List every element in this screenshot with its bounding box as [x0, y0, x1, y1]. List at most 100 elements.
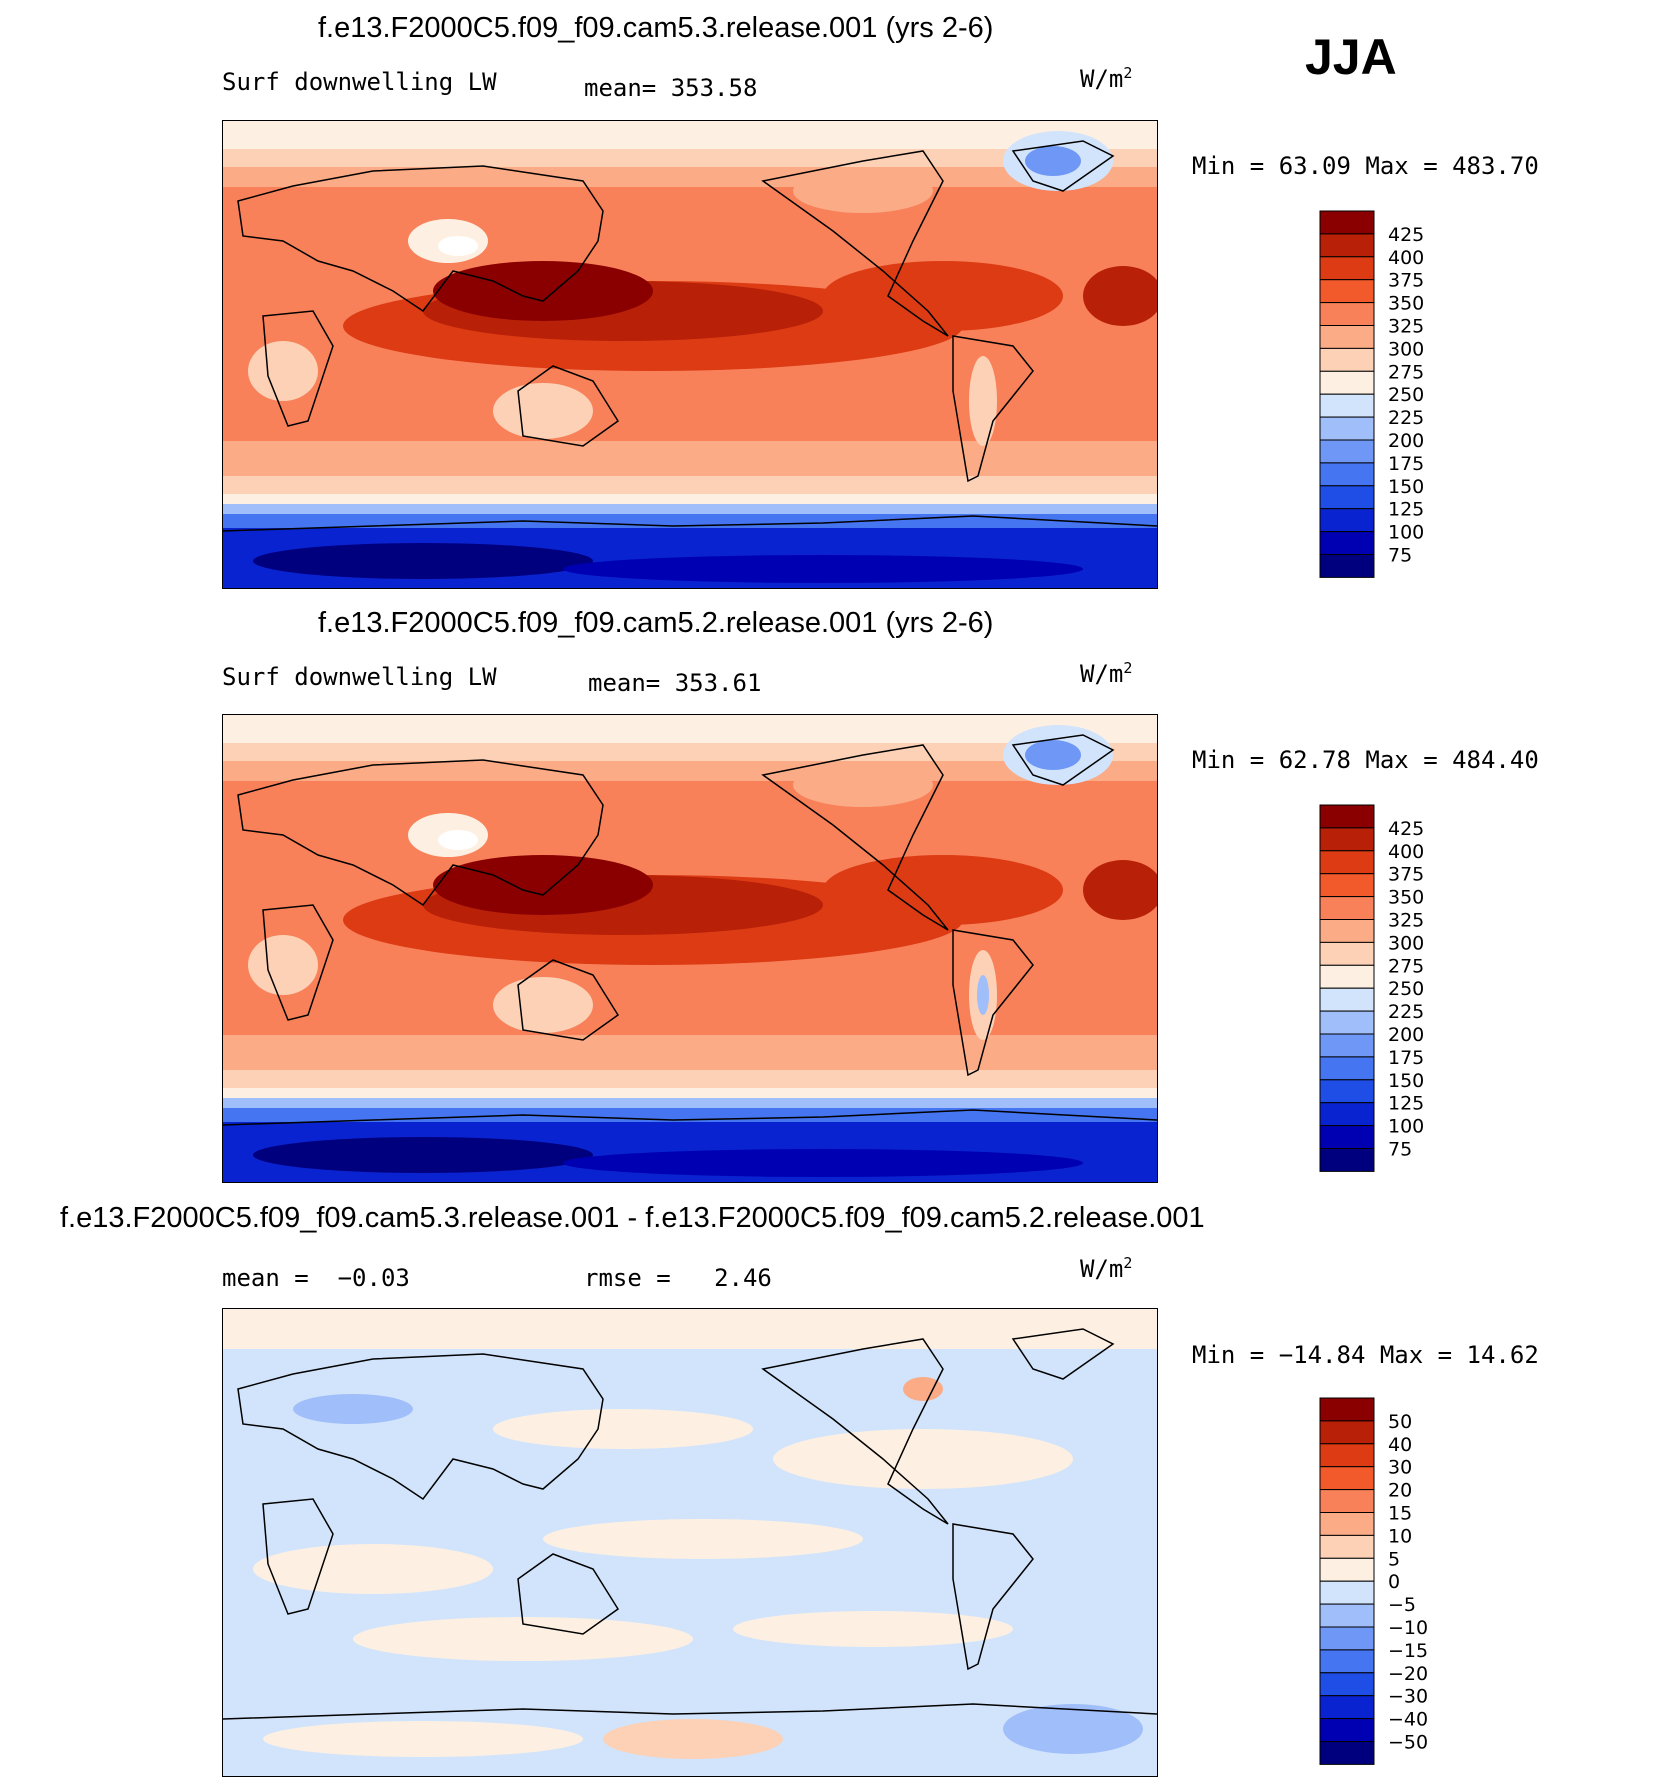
panel3-colorbar: 50 40 30 20 15 10 5 0 −5 −10 −15 −20 −30 −40 −50	[1319, 1397, 1480, 1768]
panel3-colorbar-swatch	[1319, 1512, 1375, 1536]
panel2-colorbar: 425 400 375 350 325 300 275 250 225 200 175 150 125 1…	[1319, 804, 1480, 1175]
panel2-colorbar-label: 100	[1388, 1116, 1424, 1138]
panel3-rmse: rmse = 2.46	[584, 1264, 772, 1292]
panel1-colorbar-label: 275	[1388, 361, 1424, 383]
panel3-colorbar-label: 20	[1388, 1480, 1412, 1502]
panel3-mean: mean = −0.03	[222, 1264, 410, 1292]
panel1-colorbar-label: 75	[1388, 545, 1412, 567]
panel3-colorbar-label: −30	[1388, 1686, 1428, 1708]
panel2-colorbar-label: 350	[1388, 887, 1424, 909]
panel2-colorbar-swatch	[1319, 1010, 1375, 1035]
panel2-colorbar-label: 375	[1388, 864, 1424, 886]
panel3-colorbar-swatch	[1319, 1534, 1375, 1559]
panel1-colorbar-swatch	[1319, 554, 1375, 578]
panel3-colorbar-swatch	[1319, 1649, 1375, 1674]
panel1-units-base: W/m	[1080, 65, 1124, 93]
panel1-colorbar-swatch	[1319, 531, 1375, 556]
panel2-colorbar-swatch	[1319, 1056, 1375, 1081]
panel3-minmax: Min = −14.84 Max = 14.62	[1192, 1341, 1539, 1369]
panel1-colorbar-swatch	[1319, 416, 1375, 441]
panel3-colorbar-label: −50	[1388, 1732, 1428, 1754]
panel3-colorbar-label: 0	[1388, 1571, 1400, 1593]
panel1-colorbar-label: 150	[1388, 476, 1424, 498]
panel2-colorbar-swatch	[1319, 873, 1375, 898]
panel1-title: f.e13.F2000C5.f09_f09.cam5.3.release.001…	[318, 12, 994, 44]
panel1-colorbar-label: 250	[1388, 384, 1424, 406]
panel1-colorbar-label: 300	[1388, 338, 1424, 360]
panel2-colorbar-label: 275	[1388, 955, 1424, 977]
panel3-colorbar-label: 10	[1388, 1525, 1412, 1547]
panel2-colorbar-label: 175	[1388, 1047, 1424, 1069]
panel1-colorbar-label: 375	[1388, 270, 1424, 292]
panel3-colorbar-swatch	[1319, 1580, 1375, 1605]
panel3-colorbar-swatch	[1319, 1718, 1375, 1743]
panel2-mean-label: mean=	[588, 669, 661, 697]
panel2-colorbar-label: 150	[1388, 1070, 1424, 1092]
panel2-colorbar-swatch	[1319, 987, 1375, 1012]
panel3-units-base: W/m	[1080, 1255, 1124, 1283]
panel2-mean: mean= 353.61	[588, 669, 761, 697]
panel3-colorbar-swatch	[1319, 1420, 1375, 1445]
panel1-colorbar-label: 400	[1388, 247, 1424, 269]
panel1-colorbar-swatch	[1319, 508, 1375, 533]
panel2-colorbar-label: 200	[1388, 1024, 1424, 1046]
panel3-colorbar-label: −20	[1388, 1663, 1428, 1685]
panel1-colorbar-swatch	[1319, 210, 1375, 235]
panel3-colorbar-swatch	[1319, 1672, 1375, 1697]
panel2-colorbar-swatch	[1319, 1033, 1375, 1058]
panel3-rmse-value: 2.46	[714, 1264, 772, 1292]
panel3-colorbar-label: 50	[1388, 1411, 1412, 1433]
panel1-colorbar-label: 175	[1388, 453, 1424, 475]
panel2-title: f.e13.F2000C5.f09_f09.cam5.2.release.001…	[318, 607, 994, 639]
panel1-colorbar-swatch	[1319, 279, 1375, 304]
panel3-colorbar-swatch	[1319, 1695, 1375, 1720]
panel3-colorbar-swatch	[1319, 1626, 1375, 1651]
panel1-colorbar-swatch	[1319, 347, 1375, 372]
panel2-colorbar-svg: 4254003753503253002752502252001751501251…	[1319, 804, 1424, 1172]
panel3-mean-value: −0.03	[337, 1264, 410, 1292]
panel1-colorbar-label: 325	[1388, 316, 1424, 338]
panel1-units-exp: 2	[1123, 64, 1133, 82]
panel1-colorbar-swatch	[1319, 439, 1375, 464]
panel3-colorbar-swatch	[1319, 1603, 1375, 1628]
panel3-colorbar-label: −15	[1388, 1640, 1428, 1662]
panel1-variable-label: Surf downwelling LW	[222, 68, 497, 96]
panel1-colorbar-swatch	[1319, 370, 1375, 395]
panel2-colorbar-swatch	[1319, 896, 1375, 920]
panel1-colorbar-swatch	[1319, 233, 1375, 258]
panel3-colorbar-label: 15	[1388, 1503, 1412, 1525]
panel1-mean: mean= 353.58	[584, 74, 757, 102]
panel2-variable-label: Surf downwelling LW	[222, 663, 497, 691]
panel3-rmse-label: rmse =	[584, 1264, 671, 1292]
season-label: JJA	[1305, 29, 1397, 85]
panel2-colorbar-label: 75	[1388, 1139, 1412, 1161]
panel2-colorbar-swatch	[1319, 1125, 1375, 1150]
panel2-colorbar-swatch	[1319, 919, 1375, 943]
panel2-units-exp: 2	[1123, 659, 1133, 677]
panel3-units: W/m2	[1080, 1254, 1132, 1283]
panel1-colorbar-label: 350	[1388, 293, 1424, 315]
panel1-mean-value: 353.58	[670, 74, 758, 102]
panel3-colorbar-label: 40	[1388, 1434, 1412, 1456]
panel1-map	[222, 120, 1158, 589]
panel2-colorbar-label: 250	[1388, 978, 1424, 1000]
panel3-colorbar-swatch	[1319, 1557, 1375, 1582]
panel2-colorbar-label: 325	[1388, 910, 1424, 932]
panel2-colorbar-swatch	[1319, 827, 1375, 852]
panel1-colorbar-label: 125	[1388, 499, 1424, 521]
panel3-units-exp: 2	[1123, 1254, 1133, 1272]
panel3-map	[222, 1308, 1158, 1777]
panel1-colorbar-swatch	[1319, 485, 1375, 510]
panel2-colorbar-swatch	[1319, 804, 1375, 829]
panel2-colorbar-label: 300	[1388, 932, 1424, 954]
panel1-colorbar-swatch	[1319, 462, 1375, 487]
panel1-colorbar-swatch	[1319, 393, 1375, 418]
panel1-colorbar-swatch	[1319, 325, 1375, 349]
panel2-colorbar-swatch	[1319, 964, 1375, 989]
panel3-colorbar-label: −10	[1388, 1617, 1428, 1639]
panel2-colorbar-label: 425	[1388, 818, 1424, 840]
panel2-colorbar-label: 225	[1388, 1001, 1424, 1023]
panel1-colorbar-label: 225	[1388, 407, 1424, 429]
panel2-units: W/m2	[1080, 659, 1132, 688]
panel2-colorbar-swatch	[1319, 1148, 1375, 1172]
